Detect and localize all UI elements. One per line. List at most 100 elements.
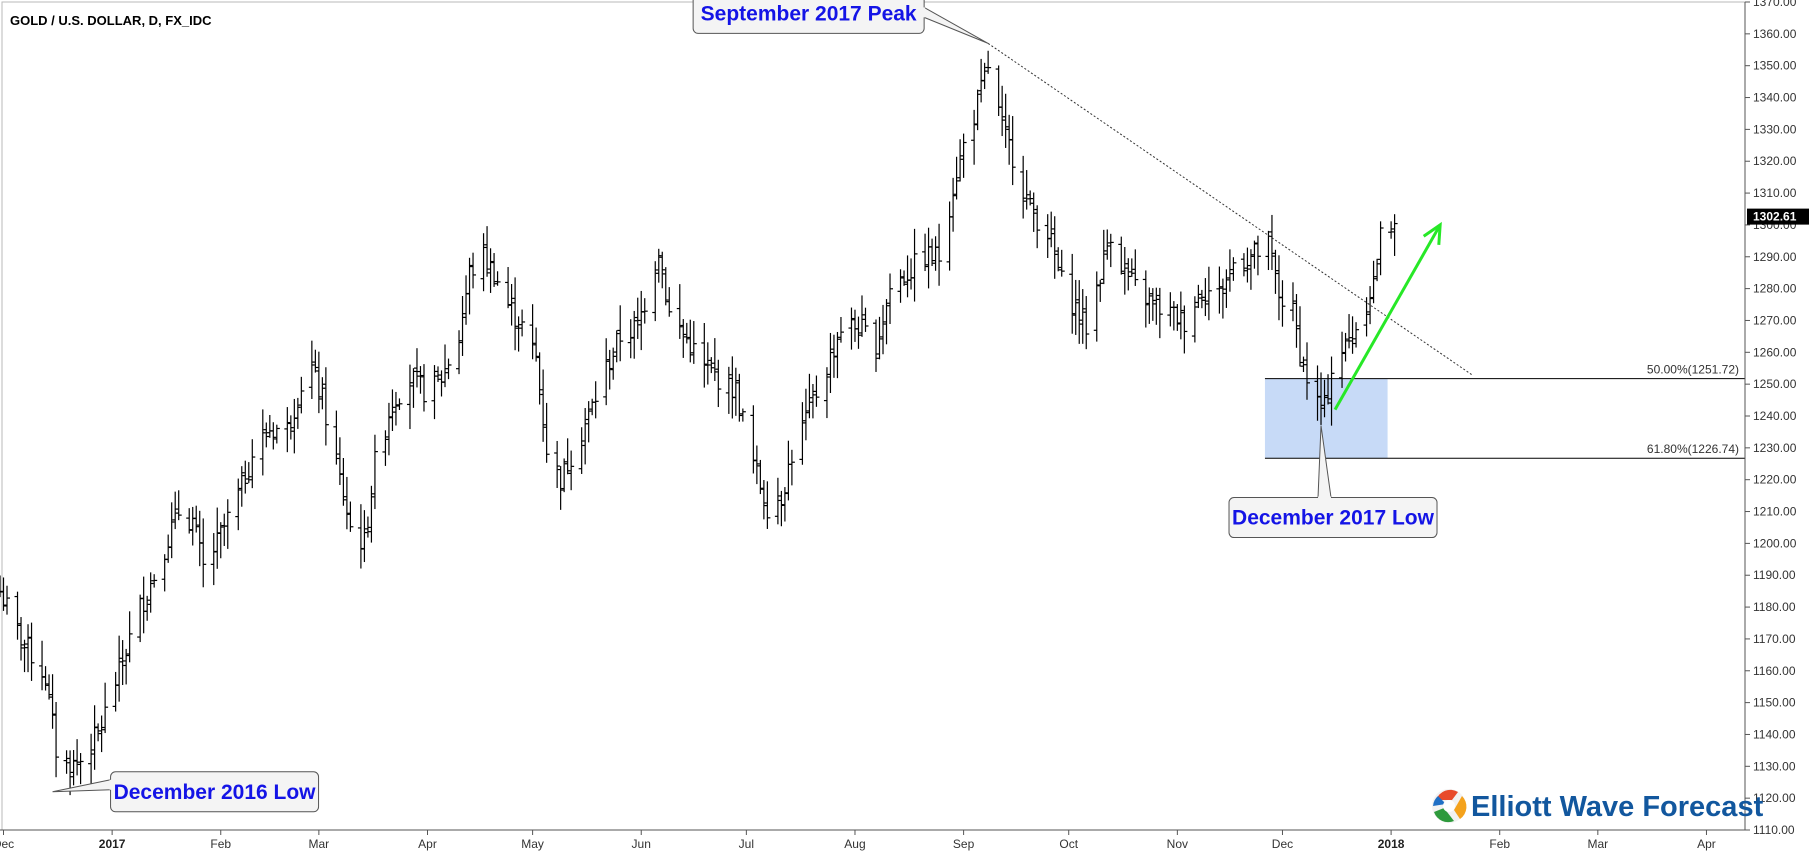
ohlc-bar [666,287,673,317]
callout-label: September 2017 Peak [701,2,917,25]
ohlc-bar [753,445,760,485]
ohlc-bar [1107,233,1114,268]
y-tick-label: 1140.00 [1753,727,1796,741]
ohlc-bar [42,666,49,691]
ohlc-bar [1034,205,1041,249]
ohlc-bar [1093,271,1100,342]
ohlc-bar [25,624,32,673]
ohlc-bar [834,331,841,379]
ohlc-bar [1083,296,1090,350]
y-tick-label: 1250.00 [1753,377,1797,391]
ohlc-bar [396,398,403,410]
ohlc-bar [557,466,564,510]
ohlc-bar [74,739,81,776]
ohlc-bar [985,50,992,74]
ohlc-bar [634,297,641,339]
ohlc-bar [837,316,844,343]
ohlc-bar [28,622,35,681]
ohlc-bar [1153,287,1160,325]
ohlc-bar [655,248,662,283]
ohlc-bar [371,434,378,510]
ohlc-bar [1142,270,1149,328]
ohlc-bar [319,377,326,410]
ohlc-bar [529,304,536,360]
ohlc-bar [778,490,785,527]
y-tick-label: 1170.00 [1753,632,1796,646]
ohlc-bar [1044,214,1051,259]
ohlc-bar [908,258,915,290]
ohlc-bar [687,319,694,363]
ohlc-bar [123,648,130,685]
ohlc-bar [249,439,256,489]
ohlc-bar [999,85,1006,137]
ohlc-bar [1251,240,1258,269]
ohlc-bar [287,415,294,440]
ohlc-bar [582,408,589,465]
y-tick-label: 1220.00 [1753,473,1797,487]
ohlc-bar [1346,314,1353,349]
y-tick-label: 1290.00 [1753,250,1797,264]
ohlc-bar [315,351,322,414]
ohlc-bar [953,156,960,200]
x-tick-label: Dec [1272,837,1293,851]
ohlc-bar [1247,249,1254,290]
ohlc-bar [1118,236,1125,275]
ohlc-bar [406,364,413,430]
ohlc-bar [974,89,981,131]
x-tick-label: Apr [418,837,437,851]
ohlc-bar [1367,286,1374,325]
ohlc-bar [855,316,862,349]
callout-label: December 2017 Low [1232,507,1435,530]
ohlc-bar [361,510,368,563]
ohlc-bar [858,295,865,337]
x-tick-label: Feb [210,837,231,851]
ohlc-bar [848,307,855,350]
ohlc-bar [715,359,722,408]
ohlc-bar [617,305,624,362]
ohlc-bar [1097,279,1104,302]
logo: Elliott Wave Forecast [1432,789,1764,823]
ohlc-bar [263,422,270,448]
ohlc-bar [189,506,196,546]
ohlc-bar [1128,258,1135,277]
ohlc-bar [88,733,95,786]
ohlc-bar [971,109,978,165]
fib-zone [1264,378,1388,459]
ohlc-bar [413,348,420,388]
ohlc-bar [802,388,809,441]
callouts-layer: December 2016 Low September 2017 Peak Dece… [52,0,1438,813]
y-tick-label: 1360.00 [1753,27,1797,41]
ohlc-bar [862,307,869,332]
ohlc-bar [1339,331,1346,388]
ohlc-bar [1030,192,1037,232]
ohlc-bar [533,327,540,362]
ohlc-bar [1027,190,1034,206]
ohlc-bar [936,223,943,286]
trendline [987,42,1472,376]
ohlc-bar [140,576,147,634]
y-tick-label: 1280.00 [1753,282,1797,296]
ohlc-bar [435,366,442,382]
ohlc-bar [116,635,123,702]
ohlc-bar [1370,260,1377,304]
ohlc-bar [1300,356,1307,373]
ohlc-bar [578,427,585,474]
ohlc-bar [266,414,273,438]
ohlc-bar [610,347,617,380]
price-axis[interactable]: 1110.00 1120.00 1130.00 1140.00 1150.00 1160.… [1744,0,1809,837]
ohlc-bar [98,715,105,753]
ohlc-bar [410,368,417,408]
y-tick-label: 1350.00 [1753,59,1797,73]
ohlc-bar [1174,304,1181,331]
ohlc-bar [487,248,494,293]
x-tick-label: Sep [953,837,975,851]
ohlc-bar [830,334,837,378]
ohlc-bar [568,450,575,491]
ohlc-bar [1219,278,1226,319]
ohlc-bar [126,611,133,663]
time-axis[interactable]: Dec 2017 Feb Mar Apr May Jun Jul Aug Sep Oct Nov Dec… [0,829,1745,851]
ohlc-bar [701,323,708,388]
callout-box [1228,497,1438,539]
ohlc-bar [641,298,648,324]
